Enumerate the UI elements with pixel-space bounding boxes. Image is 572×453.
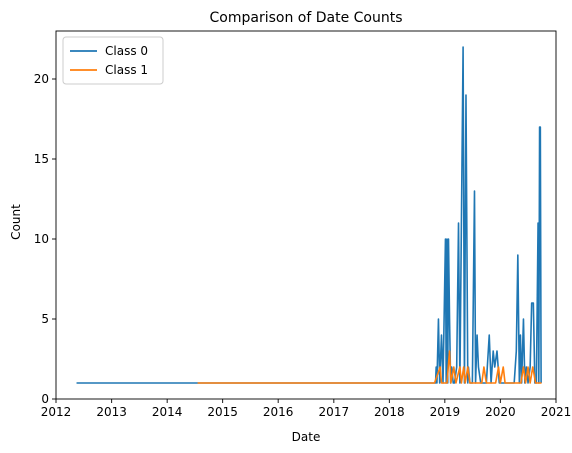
x-tick-label: 2018 bbox=[374, 405, 405, 419]
y-tick-label: 5 bbox=[41, 312, 49, 326]
x-tick-label: 2019 bbox=[430, 405, 461, 419]
y-tick-label: 15 bbox=[34, 152, 49, 166]
legend-box bbox=[62, 36, 164, 85]
y-tick-label: 10 bbox=[34, 232, 49, 246]
plot-area bbox=[55, 30, 557, 400]
y-axis-label: Count bbox=[9, 204, 23, 240]
y-axis: 0 5 10 15 20 bbox=[34, 72, 56, 406]
x-tick-label: 2015 bbox=[207, 405, 238, 419]
x-tick-label: 2014 bbox=[152, 405, 183, 419]
legend-label-0: Class 0 bbox=[105, 44, 148, 58]
x-tick-label: 2012 bbox=[41, 405, 72, 419]
y-tick-label: 20 bbox=[34, 72, 49, 86]
legend: Class 0 Class 1 bbox=[62, 36, 164, 85]
x-tick-label: 2016 bbox=[263, 405, 294, 419]
x-tick-label: 2013 bbox=[96, 405, 127, 419]
x-axis-label: Date bbox=[292, 430, 321, 444]
chart-title: Comparison of Date Counts bbox=[210, 10, 403, 26]
legend-label-1: Class 1 bbox=[105, 63, 148, 77]
x-tick-label: 2020 bbox=[485, 405, 516, 419]
x-tick-label: 2021 bbox=[541, 405, 572, 419]
plot-frame bbox=[55, 30, 557, 400]
x-axis: 2012 2013 2014 2015 2016 2017 2018 2019 2020 2021 bbox=[41, 399, 572, 419]
series-line-class-1 bbox=[197, 350, 542, 384]
y-tick-label: 0 bbox=[41, 392, 49, 406]
series-layer bbox=[76, 46, 542, 384]
x-tick-label: 2017 bbox=[319, 405, 350, 419]
